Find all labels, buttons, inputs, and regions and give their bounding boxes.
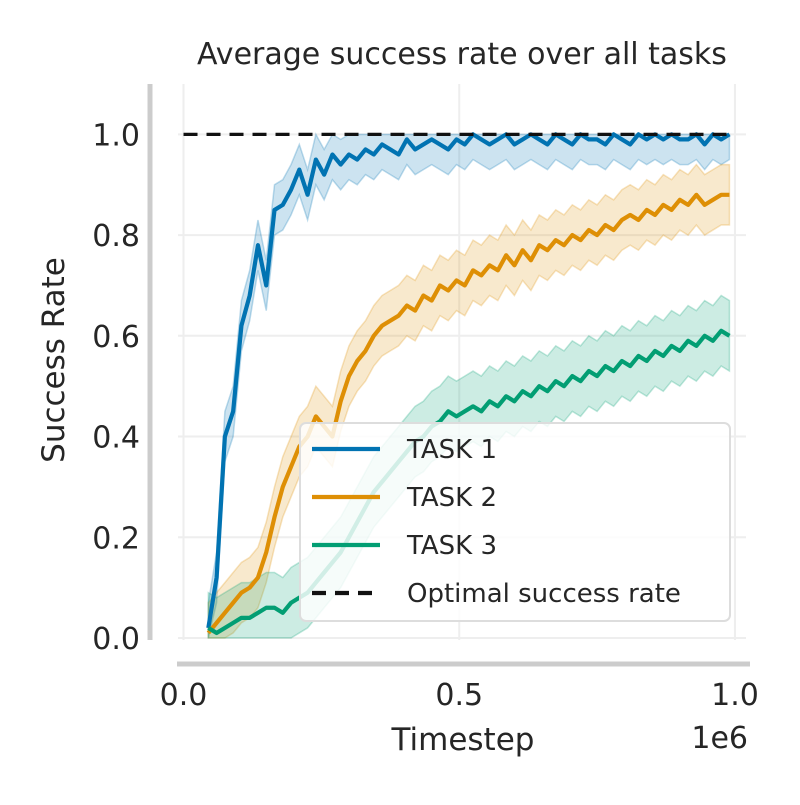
legend-label: TASK 3	[406, 531, 497, 561]
y-tick-label: 0.4	[92, 421, 140, 456]
legend-label: TASK 1	[406, 435, 497, 465]
confidence-band	[207, 163, 731, 639]
y-tick-label: 0.0	[92, 622, 140, 657]
axes	[147, 84, 750, 667]
y-tick-label: 1.0	[92, 118, 140, 153]
y-tick-label: 0.6	[92, 320, 140, 355]
series-lines	[183, 132, 735, 636]
series-line	[206, 192, 730, 635]
legend-label: TASK 2	[406, 483, 497, 513]
y-axis-label: Success Rate	[36, 257, 72, 463]
y-tick-label: 0.8	[92, 219, 140, 254]
series-line	[207, 328, 731, 636]
x-tick-label: 0.0	[160, 678, 208, 713]
legend: TASK 1 TASK 2 TASK 3 Optimal success rate	[299, 422, 731, 622]
legend-label: Optimal success rate	[407, 579, 681, 609]
confidence-band	[207, 132, 731, 639]
x-tick-label: 0.5	[435, 678, 483, 713]
x-tick-label: 1.0	[711, 678, 759, 713]
series-line	[206, 132, 731, 629]
x-axis-label: Timestep	[391, 722, 535, 758]
chart-title: Average success rate over all tasks	[197, 37, 727, 72]
y-tick-label: 0.2	[92, 521, 140, 556]
x-offset-label: 1e6	[691, 721, 748, 756]
tick-labels: 0.0 0.2 0.4 0.6 0.8 1.0 0.0 0.5 1.0	[92, 118, 759, 713]
legend-box	[299, 422, 731, 622]
